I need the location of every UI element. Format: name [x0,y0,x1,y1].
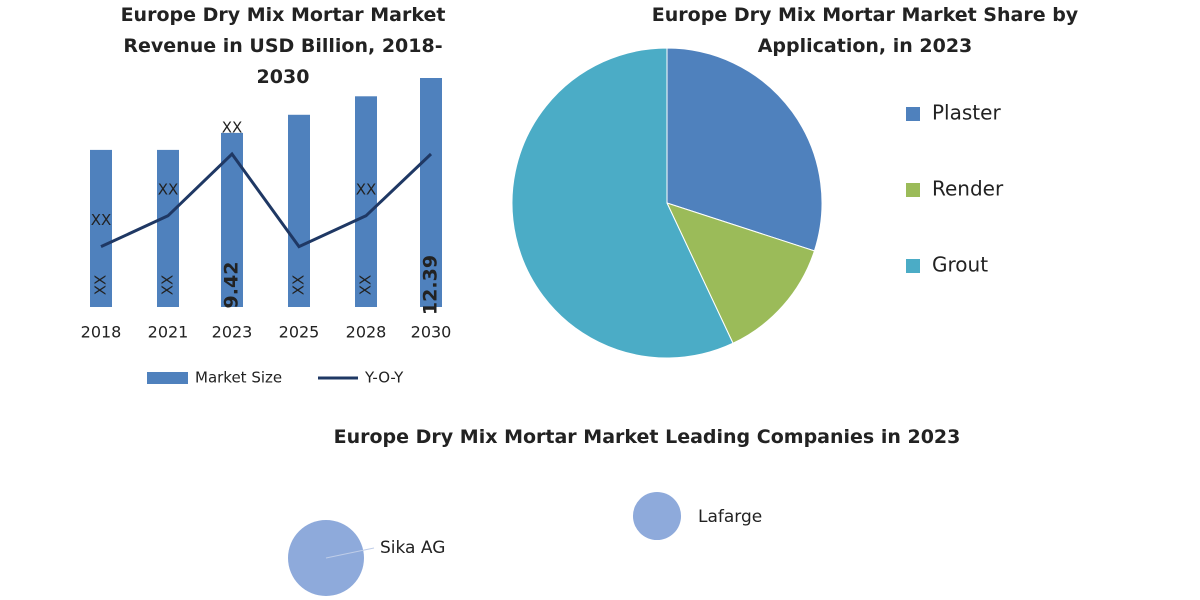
pie-chart-title: Europe Dry Mix Mortar Market Share by Ap… [651,4,1079,57]
x-tick-label: 2030 [411,323,452,342]
legend-label: Y-O-Y [364,369,404,387]
bubble-label: Sika AG [380,538,445,558]
legend-swatch [147,372,188,384]
bar-value-label: XX [357,275,375,296]
x-tick-label: 2021 [148,323,189,342]
bar [221,132,243,307]
bar-value-label: XX [92,275,110,296]
legend-label: Market Size [195,369,282,387]
legend-swatch [906,107,920,121]
x-tick-label: 2025 [279,323,320,342]
bar-value-label: 12.39 [420,255,442,315]
bar-value-label: XX [159,275,177,296]
legend-label: Render [932,177,1004,201]
leader-line [325,547,375,559]
bubble [632,491,682,541]
bar-value-label: XX [290,275,308,296]
legend-label: Plaster [932,101,1001,125]
legend-swatch [906,259,920,273]
bubble-label: Lafarge [698,507,762,527]
bar [355,96,377,307]
pie-slice [666,47,823,252]
bar [157,149,179,307]
bubble-chart-title: Europe Dry Mix Mortar Market Leading Com… [333,426,961,448]
yoy-line [100,151,433,249]
bar-value-label: 9.42 [221,262,243,309]
x-tick-label: 2023 [212,323,253,342]
line-value-label: XX [356,180,377,198]
line-value-label: XX [222,119,243,137]
bar-chart-title: Europe Dry Mix Mortar Market Revenue in … [120,4,446,88]
pie-slice [666,202,816,344]
x-tick-label: 2018 [81,323,122,342]
pie-slice [511,47,734,359]
x-tick-label: 2028 [346,323,387,342]
line-value-label: XX [158,180,179,198]
bar [90,149,112,307]
legend-swatch [906,183,920,197]
legend-label: Grout [932,253,988,277]
bar [420,78,442,307]
bar [288,114,310,307]
line-value-label: XX [91,211,112,229]
